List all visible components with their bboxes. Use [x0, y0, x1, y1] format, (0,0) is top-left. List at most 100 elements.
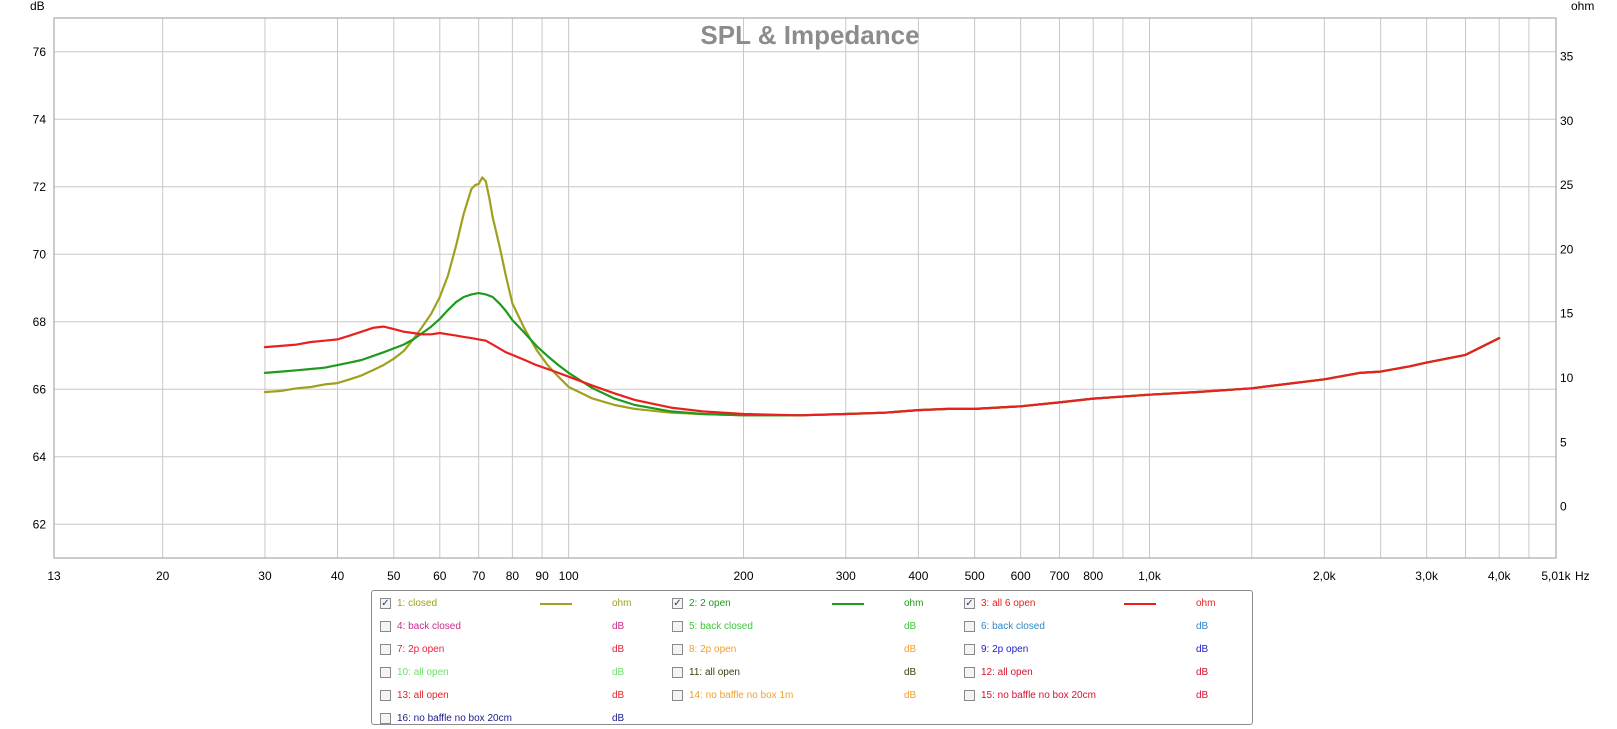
spl-impedance-chart: 13 20 30 40 50 60 70 80 90 100 200 300 400 500 600 700 8…: [30, 0, 1594, 583]
x-tick-label: 600: [1011, 569, 1031, 583]
legend-label: 6: back closed: [981, 621, 1045, 632]
legend-unit: dB: [904, 621, 917, 632]
y2-axis-label: ohm: [1571, 0, 1594, 13]
x-tick-label: 13: [47, 569, 61, 583]
legend-unit: dB: [612, 644, 625, 655]
x-tick-label: 200: [733, 569, 753, 583]
series-line-2: [263, 292, 1501, 417]
legend-item: 10: all open dB: [380, 663, 665, 683]
legend-checkbox[interactable]: [672, 621, 683, 632]
legend-checkbox[interactable]: [672, 667, 683, 678]
legend-label: 13: all open: [397, 690, 449, 701]
chart-title: SPL & Impedance: [700, 20, 919, 50]
legend-checkbox[interactable]: [380, 621, 391, 632]
legend-label: 9: 2p open: [981, 644, 1029, 655]
legend-item: 6: back closed dB: [964, 617, 1249, 637]
legend-label: 15: no baffle no box 20cm: [981, 690, 1096, 701]
axis-ticks: 13 20 30 40 50 60 70 80 90 100 200 300 400 500 600 700 8…: [33, 45, 1574, 583]
y2-tick-label: 0: [1560, 500, 1567, 514]
legend-unit: dB: [1196, 644, 1209, 655]
plot-frame: [53, 17, 1557, 559]
legend-checkbox[interactable]: [964, 621, 975, 632]
legend-label: 14: no baffle no box 1m: [689, 690, 794, 701]
legend-checkbox[interactable]: [380, 667, 391, 678]
legend-unit: dB: [612, 713, 625, 724]
legend-item: ✓ 1: closed ohm: [380, 594, 665, 614]
legend-swatch: [540, 603, 572, 605]
legend-item: ✓ 3: all 6 open ohm: [964, 594, 1249, 614]
y-tick-label: 68: [33, 315, 47, 329]
x-tick-label: 40: [331, 569, 345, 583]
legend-unit: ohm: [612, 598, 632, 609]
x-tick-label: 3,0k: [1415, 569, 1439, 583]
legend-label: 4: back closed: [397, 621, 461, 632]
legend-unit: dB: [612, 690, 625, 701]
x-tick-label: 20: [156, 569, 170, 583]
legend-label: 2: 2 open: [689, 598, 731, 609]
legend-item: 12: all open dB: [964, 663, 1249, 683]
y-tick-label: 66: [33, 382, 47, 396]
x-tick-label: 70: [472, 569, 486, 583]
legend-checkbox[interactable]: [964, 644, 975, 655]
legend-checkbox[interactable]: ✓: [672, 598, 683, 609]
y2-tick-label: 35: [1560, 50, 1574, 64]
x-tick-label: 500: [965, 569, 985, 583]
legend-item: 15: no baffle no box 20cm dB: [964, 686, 1249, 706]
series-lines: [263, 176, 1501, 417]
legend-label: 7: 2p open: [397, 644, 445, 655]
x-axis-unit: Hz: [1575, 569, 1590, 583]
legend-item: ✓ 2: 2 open ohm: [672, 594, 957, 614]
x-tick-label: 300: [836, 569, 856, 583]
legend-checkbox[interactable]: [672, 644, 683, 655]
legend-label: 10: all open: [397, 667, 449, 678]
legend-unit: dB: [904, 667, 917, 678]
y-tick-label: 74: [33, 112, 47, 126]
legend-item: 8: 2p open dB: [672, 640, 957, 660]
legend-label: 16: no baffle no box 20cm: [397, 713, 512, 724]
legend-checkbox[interactable]: ✓: [380, 598, 391, 609]
legend-unit: dB: [904, 690, 917, 701]
x-tick-label: 50: [387, 569, 401, 583]
legend-label: 12: all open: [981, 667, 1033, 678]
legend-item: 4: back closed dB: [380, 617, 665, 637]
legend-item: 9: 2p open dB: [964, 640, 1249, 660]
x-tick-label: 4,0k: [1488, 569, 1512, 583]
legend-unit: dB: [612, 667, 625, 678]
legend-item: 14: no baffle no box 1m dB: [672, 686, 957, 706]
legend-checkbox[interactable]: ✓: [964, 598, 975, 609]
y2-tick-label: 30: [1560, 114, 1574, 128]
x-tick-label: 100: [559, 569, 579, 583]
legend-label: 11: all open: [689, 667, 740, 678]
legend-unit: ohm: [1196, 598, 1216, 609]
legend-unit: ohm: [904, 598, 924, 609]
x-tick-label: 1,0k: [1138, 569, 1162, 583]
y-tick-label: 72: [33, 180, 47, 194]
legend-checkbox[interactable]: [380, 690, 391, 701]
legend-checkbox[interactable]: [380, 644, 391, 655]
legend-checkbox[interactable]: [964, 690, 975, 701]
legend-checkbox[interactable]: [964, 667, 975, 678]
legend-unit: dB: [1196, 690, 1209, 701]
y2-tick-label: 5: [1560, 435, 1567, 449]
legend-checkbox[interactable]: [380, 713, 391, 724]
y-tick-label: 62: [33, 517, 47, 531]
x-tick-label: 30: [258, 569, 272, 583]
y2-tick-label: 10: [1560, 371, 1574, 385]
legend: ✓ 1: closed ohm ✓ 2: 2 open ohm ✓ 3: all 6 open…: [371, 590, 1253, 725]
legend-unit: dB: [1196, 667, 1209, 678]
legend-swatch: [832, 603, 864, 605]
x-tick-label: 5,01k: [1541, 569, 1571, 583]
legend-checkbox[interactable]: [672, 690, 683, 701]
y-tick-label: 76: [33, 45, 47, 59]
x-tick-label: 90: [535, 569, 549, 583]
x-tick-label: 700: [1050, 569, 1070, 583]
legend-unit: dB: [1196, 621, 1209, 632]
y-tick-label: 64: [33, 450, 47, 464]
legend-item: 13: all open dB: [380, 686, 665, 706]
legend-label: 8: 2p open: [689, 644, 737, 655]
x-tick-label: 800: [1083, 569, 1103, 583]
grid-lines: [54, 18, 1556, 558]
y-axis-label: dB: [30, 0, 45, 13]
series-line-3: [263, 325, 1501, 417]
legend-item: 5: back closed dB: [672, 617, 957, 637]
